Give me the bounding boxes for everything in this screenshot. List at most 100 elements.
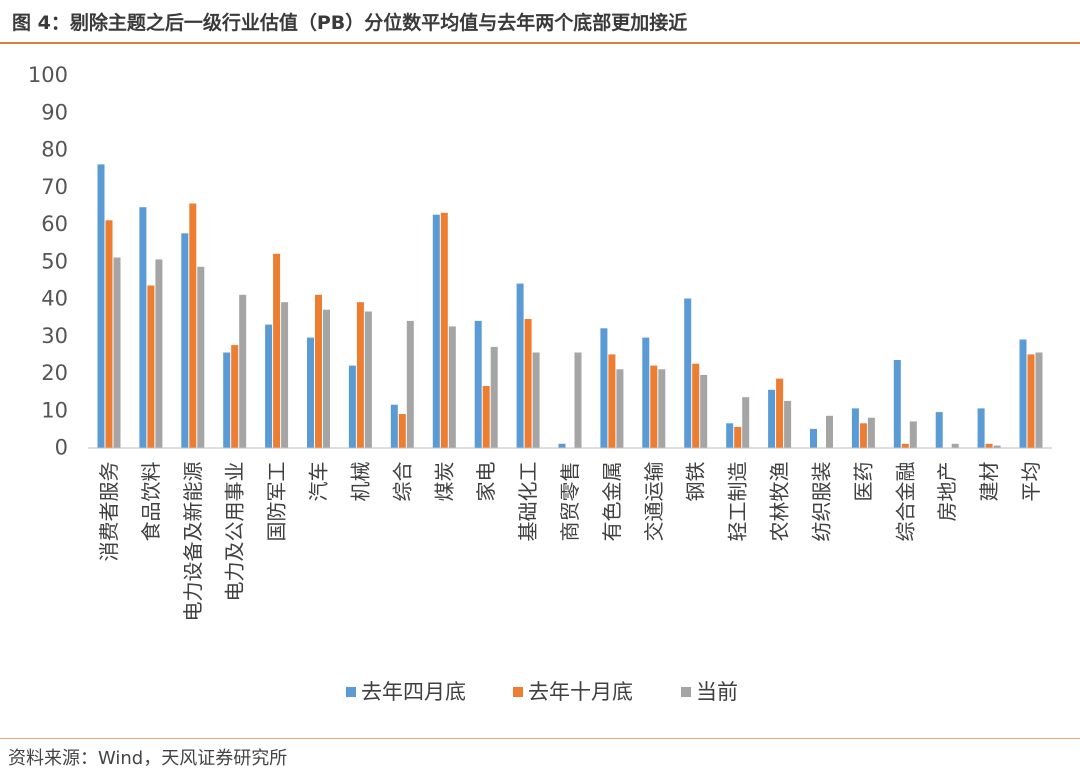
bar-去年四月底-基础化工 [516, 283, 524, 448]
y-tick-label: 80 [41, 138, 68, 162]
legend-swatch [346, 687, 356, 697]
bar-去年四月底-电力设备及新能源 [181, 233, 189, 448]
bar-去年十月底-钢铁 [692, 363, 700, 448]
bar-当前-机械 [364, 311, 372, 448]
bar-当前-商贸零售 [574, 352, 582, 448]
bar-去年十月底-有色金属 [608, 354, 616, 448]
bar-当前-电力设备及新能源 [197, 266, 205, 448]
y-axis-ticks: 0 10 20 30 40 50 60 70 80 90 100 [28, 63, 68, 460]
bar-当前-房地产 [951, 443, 959, 448]
bar-去年四月底-机械 [348, 365, 356, 448]
bar-去年四月底-房地产 [935, 412, 943, 448]
y-tick-label: 60 [41, 212, 68, 236]
bar-去年四月底-汽车 [307, 337, 314, 448]
category-label: 电力及公用事业 [223, 462, 247, 602]
bar-去年四月底-钢铁 [684, 298, 692, 448]
bar-当前-家电 [490, 346, 498, 448]
category-label: 轻工制造 [726, 462, 750, 542]
bar-chart: 0 10 20 30 40 50 60 70 80 90 100 消费者服务 食品饮料 电力设备及新能源… [28, 63, 1052, 704]
bar-当前-建材 [993, 445, 1001, 448]
bar-当前-综合金融 [909, 421, 917, 448]
bar-去年四月底-煤炭 [432, 214, 440, 448]
y-tick-label: 30 [41, 324, 68, 348]
y-tick-label: 10 [41, 398, 68, 422]
bar-去年十月底-家电 [482, 386, 490, 448]
bar-当前-国防军工 [281, 302, 289, 448]
category-label: 农林牧渔 [768, 462, 792, 542]
y-tick-label: 100 [28, 63, 68, 87]
bar-去年四月底-家电 [474, 320, 482, 448]
legend-label: 去年十月底 [528, 680, 633, 704]
bar-当前-食品饮料 [155, 259, 163, 448]
source-note: 资料来源：Wind，天风证券研究所 [8, 748, 288, 769]
bar-去年四月底-医药 [851, 408, 859, 448]
bar-去年十月底-机械 [356, 302, 364, 448]
bar-去年十月底-医药 [859, 423, 867, 448]
bar-去年十月底-电力设备及新能源 [189, 203, 197, 448]
category-label: 家电 [474, 462, 498, 502]
bar-去年四月底-有色金属 [600, 328, 608, 448]
y-tick-label: 50 [41, 249, 68, 273]
category-label: 国防军工 [265, 462, 289, 542]
category-label: 机械 [348, 462, 372, 502]
bar-去年四月底-纺织服装 [810, 428, 817, 448]
bar-去年四月底-国防军工 [265, 324, 273, 448]
category-label: 钢铁 [684, 462, 708, 502]
bar-当前-电力及公用事业 [239, 294, 247, 448]
bar-去年十月底-平均 [1027, 354, 1035, 448]
bar-去年十月底-轻工制造 [734, 427, 742, 448]
bar-去年四月底-综合 [390, 404, 398, 448]
bar-去年四月底-消费者服务 [97, 164, 105, 448]
bar-当前-钢铁 [700, 374, 708, 448]
bar-去年十月底-食品饮料 [147, 285, 155, 448]
category-label: 建材 [977, 462, 1001, 502]
category-label: 煤炭 [432, 462, 456, 502]
y-tick-label: 70 [41, 175, 68, 199]
bar-去年四月底-食品饮料 [139, 207, 147, 448]
bar-当前-平均 [1035, 352, 1043, 448]
bar-去年四月底-商贸零售 [558, 443, 566, 448]
bar-去年四月底-综合金融 [893, 360, 901, 448]
bar-当前-医药 [867, 417, 875, 448]
bar-当前-基础化工 [532, 352, 540, 448]
category-label: 纺织服装 [810, 462, 834, 542]
bar-去年四月底-建材 [977, 408, 985, 448]
bar-去年四月底-交通运输 [642, 337, 650, 448]
bar-去年四月底-轻工制造 [726, 423, 734, 448]
bar-去年四月底-农林牧渔 [768, 389, 776, 448]
category-label: 汽车 [307, 462, 331, 502]
bar-当前-有色金属 [616, 369, 624, 448]
category-label: 房地产 [935, 462, 959, 522]
bar-去年四月底-平均 [1019, 339, 1027, 448]
bar-去年十月底-农林牧渔 [776, 378, 784, 448]
y-tick-label: 40 [41, 287, 68, 311]
y-tick-label: 0 [55, 436, 68, 460]
legend: 去年四月底 去年十月底 当前 [346, 680, 738, 704]
category-label: 平均 [1019, 462, 1043, 502]
category-label: 综合 [390, 462, 414, 502]
legend-swatch [513, 687, 523, 697]
bar-当前-汽车 [323, 309, 330, 448]
bar-去年十月底-汽车 [315, 294, 322, 448]
footer-divider [0, 738, 1080, 739]
category-label: 交通运输 [642, 462, 666, 542]
legend-label: 去年四月底 [361, 680, 466, 704]
bar-当前-轻工制造 [742, 397, 750, 448]
bar-去年十月底-基础化工 [524, 319, 532, 448]
bar-当前-纺织服装 [826, 415, 833, 448]
bar-去年十月底-综合 [398, 414, 406, 448]
bar-去年十月底-综合金融 [901, 443, 909, 448]
bar-去年十月底-煤炭 [440, 212, 448, 448]
legend-swatch [681, 687, 691, 697]
category-labels: 消费者服务 食品饮料 电力设备及新能源 电力及公用事业 国防军工 汽车 机械 综合 煤炭 家电 基础… [97, 462, 1043, 622]
bar-去年十月底-交通运输 [650, 365, 658, 448]
category-label: 消费者服务 [97, 462, 121, 562]
bar-去年十月底-国防军工 [273, 253, 281, 448]
bar-series-group [97, 164, 1043, 448]
bar-当前-煤炭 [448, 326, 456, 448]
category-label: 综合金融 [893, 462, 917, 542]
title-divider [0, 42, 1080, 44]
legend-label: 当前 [696, 680, 738, 704]
bar-去年十月底-电力及公用事业 [231, 345, 239, 448]
bar-当前-交通运输 [658, 369, 666, 448]
